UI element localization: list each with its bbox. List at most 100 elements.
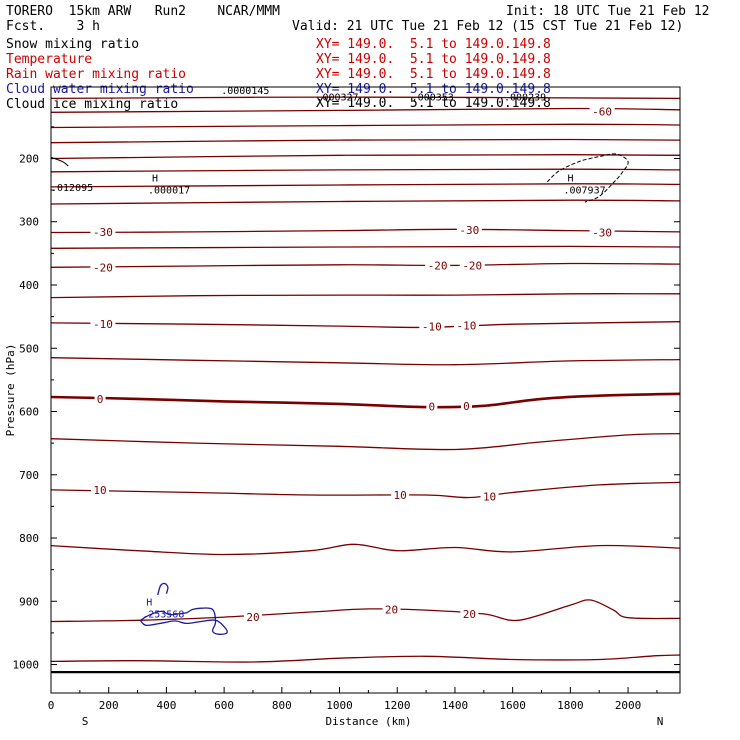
contour-label-15: 10	[483, 490, 496, 503]
contour-label-bg-17	[382, 603, 401, 616]
x-axis-title: Distance (km)	[325, 715, 411, 728]
init-time: Init: 18 UTC Tue 21 Feb 12	[506, 4, 710, 19]
field-rain-xy: XY= 149.0. 5.1 to 149.0.149.8	[316, 52, 551, 67]
maximum-marker-0: H	[152, 174, 158, 185]
contour-label-6: -20	[462, 259, 482, 272]
temperature-contour-15	[51, 432, 680, 451]
field-rain-name: Rain water mixing ratio	[6, 67, 187, 82]
contour-label-8: -10	[422, 321, 442, 334]
contour-label-bg-13	[91, 483, 110, 496]
contour-label-bg-0	[589, 105, 615, 118]
y-tick-label-6: 800	[19, 532, 39, 545]
y-tick-label-3: 500	[19, 342, 39, 355]
edge-value-4: .0000145	[221, 86, 269, 97]
section-end-label: N	[657, 715, 664, 728]
y-tick-label-1: 300	[19, 216, 39, 229]
x-tick-label-10: 2000	[615, 699, 642, 712]
contour-label-bg-16	[243, 611, 262, 624]
contour-label-13: 10	[93, 484, 106, 497]
field-cloud-ice-xy: XY= 149.0. 5.1 to 149.0.149.8	[316, 82, 551, 97]
contour-label-12: 0	[463, 400, 470, 413]
forecast-hour: Fcst. 3 h	[6, 19, 100, 34]
plot-frame	[50, 86, 681, 694]
contour-label-bg-14	[391, 489, 410, 502]
contour-label-5: -20	[428, 259, 448, 272]
cloud-water-contours	[139, 582, 228, 635]
temperature-contour-1	[51, 107, 680, 113]
contour-label-bg-15	[480, 490, 499, 503]
y-tick-label-0: 200	[19, 152, 39, 165]
x-tick-label-7: 1400	[442, 699, 469, 712]
temperature-contour-17	[51, 543, 680, 556]
contour-label-18: 20	[463, 608, 476, 621]
contour-label-bg-7	[90, 318, 116, 331]
edge-value-1: .000327	[316, 92, 358, 103]
contour-label-bg-18	[460, 607, 479, 620]
contour-label-bg-5	[425, 259, 451, 272]
temperature-contour-11	[51, 293, 680, 299]
x-tick-label-0: 0	[48, 699, 55, 712]
contour-label-bg-9	[453, 319, 479, 332]
x-tick-label-3: 600	[214, 699, 234, 712]
temperature-contour-12	[51, 321, 680, 329]
contour-label-11: 0	[429, 400, 436, 413]
temperature-contour-19	[51, 654, 680, 663]
cloud-water-hook	[157, 582, 169, 596]
field-cloud-water-name: Cloud water mixing ratio	[6, 82, 194, 97]
field-snow-name: Snow mixing ratio	[6, 37, 140, 52]
cloud-water-contour	[139, 607, 228, 635]
contour-label-17: 20	[385, 604, 398, 617]
x-tick-label-5: 1000	[326, 699, 353, 712]
temperature-contour-0	[51, 96, 680, 100]
temperature-contour-6	[51, 183, 680, 188]
y-tick-label-2: 400	[19, 279, 39, 292]
x-tick-label-9: 1800	[557, 699, 584, 712]
contour-label-bg-10	[94, 392, 106, 405]
temperature-contour-5	[51, 168, 680, 173]
contour-labels: -60 -30 -30 -30 -20 -20 -20 -10 -10 -10 0 0 0 10 10 10 2…	[51, 86, 615, 624]
temperature-contours	[51, 96, 680, 674]
contour-label-bg-3	[589, 226, 615, 239]
temperature-contour-10	[51, 262, 680, 268]
contour-label-bg-11	[426, 400, 438, 413]
temperature-contour-2	[51, 123, 680, 129]
maximum-value-2: .253568	[142, 609, 184, 620]
field-cloud-water-xy: XY= 149.0. 5.1 to 149.0.149.8	[316, 67, 551, 82]
contour-label-2: -30	[459, 224, 479, 237]
x-tick-label-8: 1600	[499, 699, 526, 712]
contour-label-bg-2	[456, 223, 482, 236]
y-tick-label-8: 1000	[13, 659, 40, 672]
contour-label-4: -20	[93, 261, 113, 274]
temperature-contour-13	[51, 357, 680, 366]
field-temperature-xy: XY= 149.0. 5.1 to 149.0.149.8	[316, 37, 551, 52]
x-tick-label-6: 1200	[384, 699, 411, 712]
snow-contour	[546, 153, 629, 203]
contour-label-bg-12	[460, 399, 472, 412]
contour-label-9: -10	[457, 319, 477, 332]
contour-label-1: -30	[93, 226, 113, 239]
y-tick-label-5: 700	[19, 469, 39, 482]
edge-value-0: .012095	[51, 183, 93, 194]
edge-value-2: .000353	[412, 92, 454, 103]
temperature-contour-7	[51, 199, 680, 205]
contour-label-bg-1	[90, 225, 116, 238]
valid-time: Valid: 21 UTC Tue 21 Feb 12 (15 CST Tue …	[292, 19, 684, 34]
x-tick-label-2: 400	[156, 699, 176, 712]
temperature-contour-3	[51, 138, 680, 144]
contour-label-0: -60	[592, 106, 612, 119]
temperature-contour-14	[51, 392, 680, 409]
contour-label-3: -30	[592, 226, 612, 239]
y-axis-title: Pressure (hPa)	[4, 344, 17, 437]
contour-label-bg-6	[459, 259, 485, 272]
temperature-contour-8	[51, 228, 680, 234]
contour-label-14: 10	[393, 489, 406, 502]
contour-label-10: 0	[97, 393, 104, 406]
maximum-value-1: .007937	[563, 186, 605, 197]
contour-label-bg-4	[90, 261, 116, 274]
maximum-value-0: .000017	[148, 186, 190, 197]
maximum-marker-2: H	[146, 597, 152, 608]
snow-contours	[50, 153, 629, 203]
edge-value-3: .000239	[504, 92, 546, 103]
